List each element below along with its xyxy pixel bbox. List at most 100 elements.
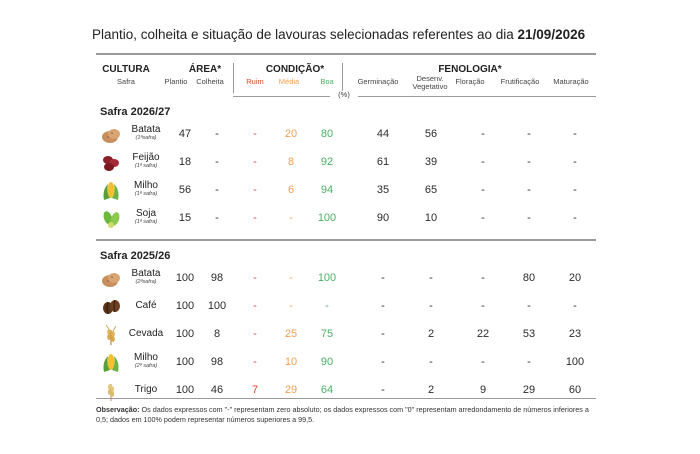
cell-ruim: -: [253, 300, 257, 312]
cell-plantio: 100: [175, 300, 195, 312]
crop-label: Trigo: [134, 384, 158, 395]
cell-germ: -: [381, 356, 385, 368]
crop-name: Cevada: [126, 328, 166, 339]
cell-flor: -: [481, 272, 485, 284]
crop-label: Soja: [135, 208, 156, 219]
cell-ruim: -: [253, 184, 257, 196]
table-top-rule: [96, 53, 596, 55]
header-frutificacao: Frutificação: [500, 77, 540, 86]
title-date: 21/09/2026: [517, 27, 586, 42]
cell-desenv: -: [429, 300, 433, 312]
cell-germ: 44: [376, 128, 390, 140]
crop-name: Milho (2ª safra): [126, 352, 166, 369]
cell-plantio: 15: [178, 212, 192, 224]
cell-plantio: 100: [175, 328, 195, 340]
cell-boa: 100: [317, 212, 337, 224]
header-ruim: Ruim: [246, 77, 264, 86]
table-row: Milho (1ª safra) 56 - - 6 94 35 65 - - -: [96, 178, 596, 204]
corn-icon: [100, 180, 122, 202]
cell-flor: 9: [479, 384, 487, 396]
cell-mat: -: [573, 184, 577, 196]
cell-colheita: 46: [210, 384, 224, 396]
cell-germ: 35: [376, 184, 390, 196]
cell-ruim: -: [253, 356, 257, 368]
cell-ruim: 7: [251, 384, 259, 396]
table-row: Soja (1ª safra) 15 - - - 100 90 10 - - -: [96, 206, 596, 232]
cell-frut: -: [527, 356, 531, 368]
table-row: Cevada 100 8-25 75-2 22 53 23: [96, 322, 596, 348]
cell-boa: 92: [320, 156, 334, 168]
header-divider: [233, 63, 234, 93]
header-bottom-rule: [233, 96, 596, 97]
cell-boa: 100: [317, 272, 337, 284]
cell-media: 29: [284, 384, 298, 396]
cell-colheita: -: [215, 128, 219, 140]
cell-ruim: -: [253, 272, 257, 284]
header-boa: Boa: [320, 77, 334, 86]
cell-media: 20: [284, 128, 298, 140]
footnote: Observação: Os dados expressos com "-" r…: [96, 405, 596, 425]
section-label: Safra 2025/26: [100, 250, 171, 262]
unit-label: (%): [330, 91, 358, 99]
footnote-text: Os dados expressos com "-" representam z…: [96, 405, 589, 424]
bean-icon: [100, 152, 122, 174]
header-area: ÁREA*: [188, 64, 222, 75]
cell-germ: -: [381, 272, 385, 284]
cell-boa: 94: [320, 184, 334, 196]
crop-label: Feijão: [132, 152, 160, 163]
header-germinacao: Germinação: [357, 77, 399, 86]
table-row: Feijão (1ª safra) 18 - - 8 92 61 39 - - -: [96, 150, 596, 176]
cell-frut: -: [527, 300, 531, 312]
cell-desenv: 65: [424, 184, 438, 196]
cell-media: -: [289, 272, 293, 284]
cell-germ: -: [381, 328, 385, 340]
header-desenv-line2: Vegetativo: [412, 82, 448, 91]
cell-media: -: [289, 212, 293, 224]
header-condicao: CONDIÇÃO*: [265, 64, 325, 75]
cell-frut: 29: [522, 384, 536, 396]
cell-frut: -: [527, 184, 531, 196]
cell-frut: -: [527, 156, 531, 168]
cell-mat: 20: [568, 272, 582, 284]
crop-harvest-label: (2ª safra): [134, 363, 158, 369]
cell-mat: -: [573, 128, 577, 140]
cell-ruim: -: [253, 212, 257, 224]
crop-label: Café: [135, 300, 157, 311]
header-plantio: Plantio: [164, 77, 188, 86]
cell-ruim: -: [253, 328, 257, 340]
table-bottom-rule: [96, 398, 596, 399]
section-label: Safra 2026/27: [100, 106, 171, 118]
header-divider: [342, 63, 343, 93]
cell-mat: -: [573, 156, 577, 168]
crop-name: Trigo: [126, 384, 166, 395]
crop-harvest-label: (1ª safra): [134, 219, 158, 225]
cell-flor: -: [481, 156, 485, 168]
cell-colheita: 98: [210, 356, 224, 368]
cell-desenv: 10: [424, 212, 438, 224]
header-fenologia: FENOLOGIA*: [438, 64, 502, 75]
cell-colheita: 8: [213, 328, 221, 340]
table-row: Milho (2ª safra) 100 98 - 10 90 - - - - 100: [96, 350, 596, 376]
cell-germ: -: [381, 384, 385, 396]
wheat-icon: [100, 380, 122, 402]
crop-label: Milho: [134, 180, 158, 191]
cell-frut: -: [527, 212, 531, 224]
corn-icon: [100, 352, 122, 374]
header-colheita: Colheita: [196, 77, 224, 86]
cell-desenv: 2: [427, 384, 435, 396]
cell-colheita: 98: [210, 272, 224, 284]
cell-colheita: -: [215, 156, 219, 168]
crop-harvest-label: (1ªsafra): [135, 135, 157, 141]
crop-label: Batata: [131, 124, 161, 135]
cell-germ: -: [381, 300, 385, 312]
cell-flor: -: [481, 212, 485, 224]
cell-mat: -: [573, 212, 577, 224]
crop-label: Milho: [134, 352, 158, 363]
cell-ruim: -: [253, 156, 257, 168]
crop-name: Milho (1ª safra): [126, 180, 166, 197]
potato-icon: [100, 268, 122, 290]
crop-label: Cevada: [128, 328, 164, 339]
cell-boa: 64: [320, 384, 334, 396]
header-desenv-line1: Desenv.: [416, 74, 444, 83]
